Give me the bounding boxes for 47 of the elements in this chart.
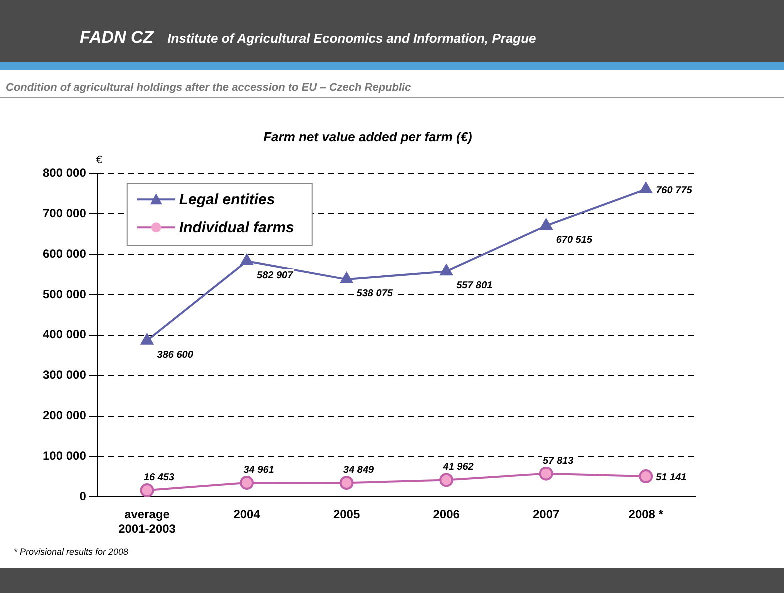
- y-tick-label: 0: [80, 490, 87, 504]
- point: [639, 470, 654, 484]
- x-tick-label: average 2001-2003: [118, 508, 176, 536]
- y-tick-label: 500 000: [42, 287, 87, 302]
- point: [340, 476, 354, 490]
- chart-title: Farm net value added per farm (€): [264, 129, 472, 144]
- data-label: 57 813: [543, 456, 574, 467]
- data-label: 538 075: [356, 288, 394, 300]
- x-tick-label: 2004: [234, 508, 261, 522]
- data-label: 557 801: [456, 280, 494, 292]
- y-tick-label: 600 000: [42, 246, 87, 261]
- legend-label: Legal entities: [179, 192, 276, 209]
- point: [340, 272, 353, 284]
- point: [440, 473, 454, 488]
- y-tick-label: 100 000: [42, 449, 87, 464]
- y-tick-label: 800 000: [42, 166, 87, 180]
- data-label: 34 849: [344, 465, 375, 476]
- data-label: 760 775: [656, 185, 693, 196]
- data-label: 16 453: [144, 472, 175, 484]
- point: [440, 264, 453, 276]
- point: [540, 218, 553, 230]
- point: [140, 484, 154, 498]
- x-tick-label: 2006: [433, 508, 460, 522]
- text: * Provisional results for 2008: [14, 547, 129, 557]
- point: [539, 466, 554, 481]
- legend-label: Individual farms: [179, 220, 294, 237]
- chart-subtitle: Condition of agricultural holdings after the accession to EU – Czech Republic: [6, 82, 412, 94]
- x-tick-label: 2005: [333, 508, 360, 522]
- text: FADN CZ: [80, 28, 154, 47]
- data-label: 34 961: [244, 465, 275, 476]
- data-label: 670 515: [556, 234, 593, 246]
- text: Institute of Agricultural Economics and Information, Prague: [168, 31, 536, 46]
- y-tick-label: 300 000: [42, 368, 87, 382]
- data-label: 386 600: [157, 350, 194, 361]
- x-tick-label: 2008 *: [628, 508, 664, 522]
- y-tick-label: 700 000: [42, 206, 87, 220]
- data-label: 582 907: [257, 270, 294, 282]
- point: [141, 334, 154, 345]
- data-label: 41 962: [442, 462, 474, 474]
- data-label: 51 141: [656, 472, 688, 484]
- point: [240, 476, 254, 490]
- point: [640, 182, 652, 194]
- y-tick-label: 200 000: [42, 408, 87, 423]
- y-tick-label: 400 000: [42, 328, 87, 342]
- x-tick-label: 2007: [532, 508, 560, 522]
- point: [240, 254, 254, 266]
- y-axis-title: €: [96, 154, 102, 167]
